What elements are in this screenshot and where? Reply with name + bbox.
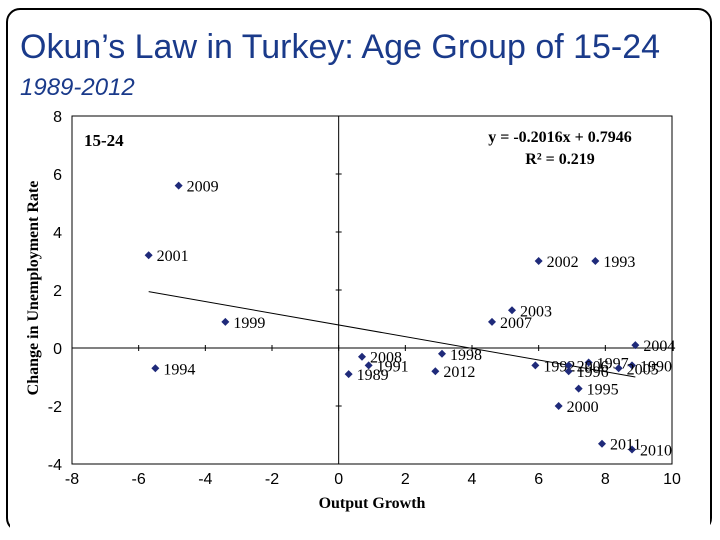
data-point-2012 [431, 367, 440, 376]
y-tick-label: 8 [53, 109, 62, 126]
y-tick-label: 4 [53, 225, 62, 242]
y-tick-label: 2 [53, 283, 62, 300]
x-tick-label: -2 [265, 471, 279, 488]
data-label-1995: 1995 [587, 382, 619, 399]
data-label-2009: 2009 [187, 179, 219, 196]
data-point-1992 [531, 361, 540, 370]
chart-area: -8 -6 -4 -2 0 2 4 6 8 10 -4 -2 0 2 4 6 8 Output Growth Cha… [10, 104, 710, 534]
data-label-2012: 2012 [443, 364, 475, 381]
data-label-1990: 1990 [640, 358, 672, 375]
data-point-2002 [534, 257, 543, 265]
data-point-2004 [631, 341, 640, 350]
x-tick-label: 6 [534, 471, 543, 488]
data-point-2000 [554, 402, 563, 410]
data-point-1998 [438, 349, 446, 358]
x-axis-title: Output Growth [319, 495, 426, 512]
data-label-2008: 2008 [370, 350, 402, 367]
data-label-2002: 2002 [547, 254, 579, 271]
y-tick-label: 0 [53, 341, 62, 358]
panel-label: 15-24 [84, 131, 124, 150]
data-label-2004: 2004 [643, 338, 675, 355]
slide-title: Okun’s Law in Turkey: Age Group of 15-24 [20, 28, 661, 66]
plot-frame [71, 115, 673, 465]
x-tick-label: -4 [198, 471, 212, 488]
data-point-2011 [598, 439, 606, 448]
data-label-1999: 1999 [233, 315, 265, 332]
data-point-2006 [564, 361, 573, 370]
x-tick-label: -8 [65, 471, 79, 488]
x-tick-label: 8 [601, 471, 610, 488]
data-point-2003 [508, 306, 516, 315]
data-label-2011: 2011 [610, 437, 641, 454]
data-label-2001: 2001 [157, 248, 189, 265]
data-point-2010 [628, 445, 636, 454]
y-tick-label: -2 [48, 399, 62, 416]
trendline [148, 291, 636, 378]
data-label-2006: 2006 [577, 358, 609, 375]
y-axis-title: Change in Unemployment Rate [25, 181, 42, 396]
data-label-1991: 1991 [377, 358, 409, 375]
data-point-1997 [584, 358, 593, 367]
data-point-2007 [488, 317, 496, 326]
x-tick-label: 0 [334, 471, 343, 488]
data-point-1993 [591, 257, 600, 265]
trendline-equation: y = -0.2016x + 0.7946 [488, 129, 632, 146]
data-label-1989: 1989 [357, 367, 389, 384]
data-point-2001 [144, 251, 153, 260]
data-point-1995 [574, 384, 583, 393]
x-tick-label: 2 [401, 471, 410, 488]
data-label-1998: 1998 [450, 347, 482, 364]
data-point-1989 [344, 370, 353, 379]
data-label-2005: 2005 [627, 361, 659, 378]
trendline-r2: R² = 0.219 [525, 151, 594, 168]
data-point-1990 [628, 361, 636, 370]
data-point-2009 [174, 181, 183, 190]
x-tick-label: 10 [663, 471, 681, 488]
data-point-1994 [151, 364, 160, 373]
data-label-1994: 1994 [163, 361, 195, 378]
data-label-1996: 1996 [577, 364, 609, 381]
data-label-2003: 2003 [520, 303, 552, 320]
x-tick-label: -6 [132, 471, 146, 488]
data-point-2008 [358, 352, 366, 361]
data-label-2010: 2010 [640, 443, 672, 460]
data-point-1999 [221, 317, 230, 326]
data-label-2000: 2000 [567, 399, 599, 416]
data-point-2005 [614, 364, 623, 373]
data-label-2007: 2007 [500, 315, 532, 332]
data-point-1996 [564, 367, 573, 376]
scatter-chart: -8 -6 -4 -2 0 2 4 6 8 10 -4 -2 0 2 4 6 8 Output Growth Cha… [25, 109, 681, 512]
data-point-1991 [364, 361, 373, 370]
slide-subtitle: 1989-2012 [20, 74, 135, 101]
x-tick-label: 4 [468, 471, 477, 488]
y-tick-label: -4 [48, 457, 62, 474]
data-label-1993: 1993 [603, 254, 635, 271]
y-tick-label: 6 [53, 167, 62, 184]
